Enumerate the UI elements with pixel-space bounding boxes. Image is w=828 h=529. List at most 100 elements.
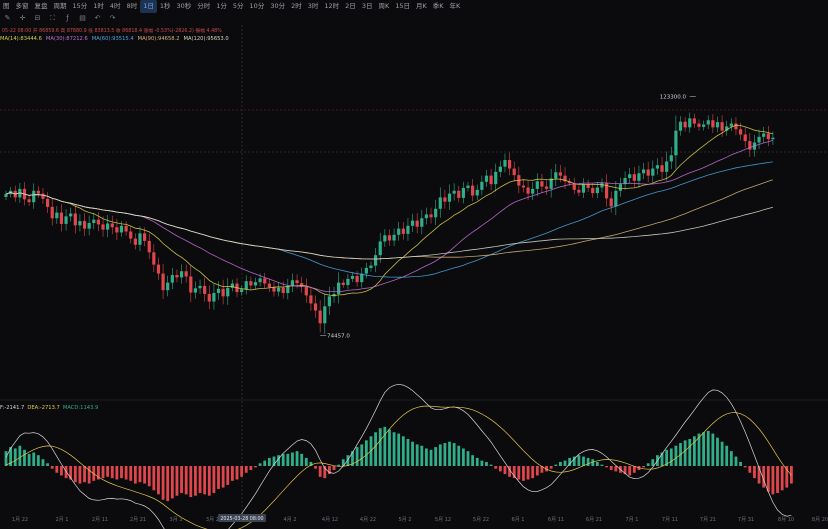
candle-body [369, 265, 373, 268]
candle-body [443, 197, 447, 202]
candle-body [124, 225, 128, 232]
timeframe-25[interactable]: 年K [449, 2, 461, 10]
candle-body [364, 267, 368, 274]
template-icon[interactable]: ▤ [79, 14, 86, 22]
candle-body [424, 214, 429, 219]
macd-legend: F:-2141.7 DEA:-2713.7 MACD:1143.9 [0, 405, 101, 411]
ma-legend-item-1: MA(30):87212.6 [45, 36, 88, 42]
timeframe-15[interactable]: 30分 [270, 2, 286, 10]
timeframe-23[interactable]: 月K [416, 2, 427, 10]
candle-body [535, 181, 539, 189]
candle-body [503, 160, 507, 167]
timeframe-12[interactable]: 1分 [216, 2, 227, 10]
candle-body [706, 120, 710, 125]
macd-bar [272, 456, 276, 466]
x-tick-label: 5月 12 [435, 517, 451, 523]
macd-bar [401, 436, 405, 466]
macd-bar [41, 459, 45, 466]
candle-body [383, 235, 387, 242]
macd-bar [337, 464, 341, 466]
x-tick-label: 2月 11 [92, 517, 108, 523]
ma-legend-item-2: MA(60):93515.4 [91, 36, 134, 42]
timeframe-8[interactable]: 1日 [140, 0, 157, 13]
macd-bar [572, 456, 576, 466]
macd-bar [267, 457, 271, 466]
timeframe-20[interactable]: 3日 [361, 2, 373, 10]
candle-body [129, 231, 133, 239]
indicator-icon[interactable]: ƒ [66, 14, 69, 22]
candle-body [397, 228, 401, 235]
timeframe-24[interactable]: 季K [432, 2, 444, 10]
timeframe-1[interactable]: 多窗 [15, 2, 29, 10]
x-tick-label: 6月 21 [586, 517, 602, 523]
macd-bar [170, 466, 174, 499]
expand-icon[interactable]: ⛶ [50, 14, 55, 22]
macd-bar [230, 466, 234, 481]
timeframe-17[interactable]: 3时 [307, 2, 319, 10]
redo-icon[interactable]: ↷ [109, 14, 116, 22]
undo-icon[interactable]: ↶ [94, 14, 101, 22]
x-tick-label: 1月 22 [12, 517, 28, 523]
pencil-icon[interactable]: ✎ [4, 14, 11, 22]
macd-bar [549, 466, 553, 469]
macd-bar [351, 451, 354, 466]
macd-bar [189, 466, 193, 498]
timeframe-14[interactable]: 10分 [249, 2, 265, 10]
ma-line-14 [5, 124, 774, 297]
macd-bar [748, 466, 752, 473]
macd-bar [203, 466, 207, 495]
timeframe-0[interactable]: 图 [3, 2, 10, 10]
macd-bar [582, 456, 585, 466]
macd-bar [212, 466, 216, 493]
macd-bar [18, 445, 22, 466]
timeframe-18[interactable]: 12时 [324, 2, 340, 10]
candle-body [295, 280, 299, 284]
candle-body [438, 197, 442, 209]
timeframe-5[interactable]: 1时 [93, 2, 104, 10]
macd-bar [600, 464, 604, 466]
macd-bar [480, 460, 484, 466]
candle-body [725, 126, 729, 131]
macd-legend-item-2: MACD:1143.9 [62, 405, 99, 411]
candle-body [87, 222, 91, 229]
macd-bar [309, 461, 313, 466]
macd-bar [374, 432, 377, 466]
timeframe-6[interactable]: 4时 [109, 2, 121, 10]
macd-bar [221, 466, 225, 488]
macd-bar [97, 466, 100, 480]
timeframe-9[interactable]: 1秒 [159, 2, 171, 10]
timeframe-22[interactable]: 15日 [395, 2, 410, 10]
ruler-icon[interactable]: ⊟ [34, 14, 41, 22]
crosshair-icon[interactable]: ✛ [19, 14, 26, 22]
x-tick-label: 5月 2 [399, 517, 412, 523]
candle-body [526, 187, 530, 194]
macd-bar [207, 466, 211, 496]
timeframe-16[interactable]: 2时 [291, 2, 302, 10]
macd-bar [78, 466, 82, 484]
macd-bar [762, 466, 766, 488]
ma-line-30 [5, 139, 774, 293]
timeframe-7[interactable]: 8时 [126, 2, 138, 10]
candle-body [581, 184, 586, 193]
candle-body [346, 278, 350, 285]
timeframe-13[interactable]: 5分 [232, 2, 244, 10]
candle-body [355, 275, 359, 283]
macd-bar [133, 466, 137, 484]
timeframe-21[interactable]: 周K [378, 2, 390, 10]
x-tick-label: 2月 1 [56, 517, 69, 523]
macd-bar [457, 445, 461, 466]
candle-body [184, 271, 188, 277]
timeframe-19[interactable]: 2日 [345, 2, 356, 10]
macd-bar [388, 429, 391, 466]
macd-bar [743, 466, 747, 468]
timeframe-2[interactable]: 复盘 [34, 2, 48, 10]
candle-body [230, 283, 234, 288]
candle-body [554, 172, 558, 179]
timeframe-4[interactable]: 15分 [72, 2, 88, 10]
timeframe-11[interactable]: 分时 [197, 2, 211, 10]
timeframe-10[interactable]: 30秒 [176, 2, 192, 10]
timeframe-3[interactable]: 周期 [53, 2, 67, 10]
macd-bar [466, 451, 470, 466]
candle-body [484, 175, 489, 182]
